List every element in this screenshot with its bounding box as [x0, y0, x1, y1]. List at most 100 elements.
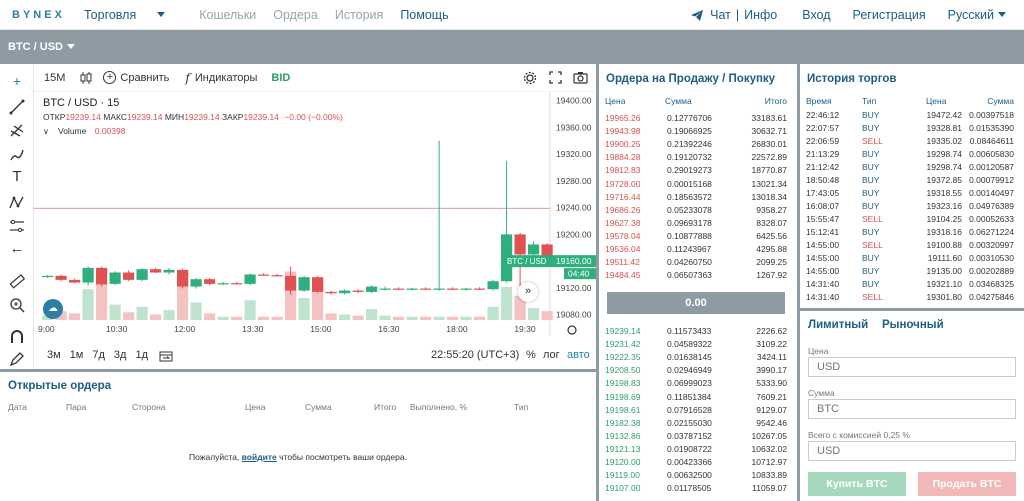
zoom-in-icon[interactable] [8, 296, 26, 314]
bid-row[interactable]: 19222.35 0.01638145 3424.11 [599, 352, 797, 364]
pair-selector[interactable]: BTC / USD [8, 41, 75, 53]
ask-row[interactable]: 19686.26 0.05233078 9358.27 [599, 205, 797, 217]
ask-row[interactable]: 19627.38 0.09693178 8328.07 [599, 218, 797, 230]
telegram-icon[interactable] [690, 9, 704, 22]
chart-area[interactable]: 19400.00 19360.00 19320.00 19280.00 19240.00… [34, 92, 596, 336]
ask-row[interactable]: 19965.26 0.12776706 33183.61 [599, 113, 797, 125]
logo[interactable]: BYNEX [12, 9, 65, 21]
fullscreen-icon[interactable] [549, 71, 562, 84]
ruler-icon[interactable] [8, 272, 26, 290]
ask-row[interactable]: 19511.42 0.04260750 2099.25 [599, 257, 797, 269]
camera-icon[interactable] [573, 71, 588, 84]
collapse-chevron-icon[interactable]: ∨ [43, 127, 49, 136]
compare-button[interactable]: + Сравнить [103, 71, 169, 84]
nav-info[interactable]: Инфо [744, 8, 778, 22]
nav-trading[interactable]: Торговля [84, 8, 182, 22]
y-tick-label: 19200.00 [556, 229, 592, 239]
bid-row[interactable]: 19132.86 0.03787152 10267.05 [599, 431, 797, 443]
bid-row[interactable]: 19239.14 0.11573433 2226.62 [599, 326, 797, 338]
nav-register[interactable]: Регистрация [852, 8, 926, 22]
ask-row[interactable]: 19943.98 0.19066925 30632.71 [599, 126, 797, 138]
date-range-icon[interactable] [159, 350, 173, 362]
arrow-left-icon[interactable]: ← [9, 240, 25, 257]
volume-bar [190, 302, 202, 320]
gear-icon[interactable] [523, 71, 537, 85]
range-button[interactable]: 3м [47, 349, 61, 361]
nav-divider: | [735, 8, 740, 22]
bid-row[interactable]: 19119.00 0.00632500 10833.89 [599, 470, 797, 482]
indicators-button[interactable]: f Индикаторы [185, 71, 257, 85]
pattern-icon[interactable] [8, 194, 26, 212]
pencil-lock-icon[interactable] [8, 350, 26, 368]
trade-amount: 0.00052633 [969, 214, 1014, 224]
ask-row[interactable]: 19884.28 0.19120732 22572.89 [599, 152, 797, 164]
nav-help[interactable]: Помощь [400, 8, 449, 22]
candles-icon[interactable] [79, 71, 93, 85]
bid-row[interactable]: 19198.61 0.07916528 9129.07 [599, 405, 797, 417]
open-orders-header: Дата Пара Сторона Цена Сумма Итого Выпол… [0, 402, 596, 416]
ask-row[interactable]: 19716.44 0.18563572 13018.34 [599, 192, 797, 204]
buy-button[interactable]: Купить BTC [808, 472, 906, 496]
ask-row[interactable]: 19900.25 0.21392246 26830.01 [599, 139, 797, 151]
range-button[interactable]: 7д [92, 349, 105, 361]
nav-history[interactable]: История [334, 8, 384, 22]
price-input[interactable] [808, 357, 1016, 377]
ask-row[interactable]: 19536.04 0.11243967 4295.88 [599, 244, 797, 256]
language-select[interactable]: Русский [948, 8, 1006, 22]
y-tick-label: 19240.00 [556, 203, 592, 213]
trade-time: 14:55:00 [806, 253, 840, 263]
nav-orders[interactable]: Ордера [273, 8, 318, 22]
volume-bar [460, 316, 472, 320]
amount-input[interactable] [808, 399, 1016, 419]
chart-toolbar: 15M + Сравнить f Индикаторы BID [34, 64, 596, 92]
crosshair-icon[interactable]: + [12, 73, 22, 89]
candle-body [42, 275, 54, 278]
bid-row[interactable]: 19231.42 0.04589322 3109.22 [599, 339, 797, 351]
bid-total: 10267.05 [751, 430, 787, 441]
trade-type: BUY [862, 110, 880, 120]
nav-login[interactable]: Вход [802, 8, 831, 22]
range-button[interactable]: 1д [135, 349, 149, 361]
bid-button[interactable]: BID [271, 71, 291, 84]
nav-right: Чат | Инфо Вход Регистрация Русский [690, 8, 1006, 22]
bid-row[interactable]: 19182.38 0.02155030 9542.46 [599, 418, 797, 430]
sell-button[interactable]: Продать BTC [918, 472, 1016, 496]
bid-amount: 0.02946949 [667, 365, 712, 376]
tab-market[interactable]: Рыночный [882, 319, 944, 331]
bid-row[interactable]: 19107.00 0.01178505 11059.07 [599, 483, 797, 495]
auto-toggle[interactable]: авто [567, 349, 590, 361]
range-button[interactable]: 3д [113, 349, 127, 361]
bid-row[interactable]: 19198.69 0.11851384 7609.21 [599, 392, 797, 404]
trade-time: 22:46:12 [806, 110, 840, 120]
brush-icon[interactable] [8, 146, 26, 164]
bid-row[interactable]: 19120.00 0.00423366 10712.97 [599, 457, 797, 469]
percent-toggle[interactable]: % [526, 349, 536, 361]
nav-chat[interactable]: Чат [710, 8, 731, 22]
trend-line-icon[interactable] [8, 98, 26, 116]
ask-row[interactable]: 19812.83 0.29019273 18770.87 [599, 165, 797, 177]
candle-body [163, 269, 175, 273]
nav-wallets[interactable]: Кошельки [199, 8, 257, 22]
last-price-tag [504, 255, 550, 268]
tab-limit[interactable]: Лимитный [808, 319, 869, 331]
login-link[interactable]: войдите [241, 452, 277, 462]
interval-button[interactable]: 15M [44, 71, 66, 84]
magnet-icon[interactable] [8, 328, 26, 346]
ask-row[interactable]: 19578.04 0.10877888 6425.56 [599, 231, 797, 243]
ask-row[interactable]: 19484.45 0.06507363 1267.92 [599, 270, 797, 282]
range-button[interactable]: 1м [69, 349, 84, 361]
bid-row[interactable]: 19121.13 0.01908722 10632.02 [599, 444, 797, 456]
price-chart[interactable]: 19400.00 19360.00 19320.00 19280.00 19240.00… [34, 92, 596, 336]
bid-row[interactable]: 19208.50 0.02946949 3990.17 [599, 365, 797, 377]
log-toggle[interactable]: лог [543, 349, 560, 361]
text-tool-icon[interactable]: T [12, 168, 22, 185]
fib-icon[interactable] [8, 122, 26, 140]
scroll-right-button[interactable]: » [518, 282, 538, 302]
axis-gear-icon[interactable] [567, 325, 577, 335]
prediction-icon[interactable] [8, 217, 26, 235]
total-input[interactable] [808, 441, 1016, 461]
volume-bar [325, 313, 337, 320]
bid-row[interactable]: 19198.83 0.06999023 5333.90 [599, 378, 797, 390]
ask-row[interactable]: 19728.00 0.00015168 13021.34 [599, 179, 797, 191]
cloud-save-icon[interactable]: ☁ [43, 299, 63, 319]
